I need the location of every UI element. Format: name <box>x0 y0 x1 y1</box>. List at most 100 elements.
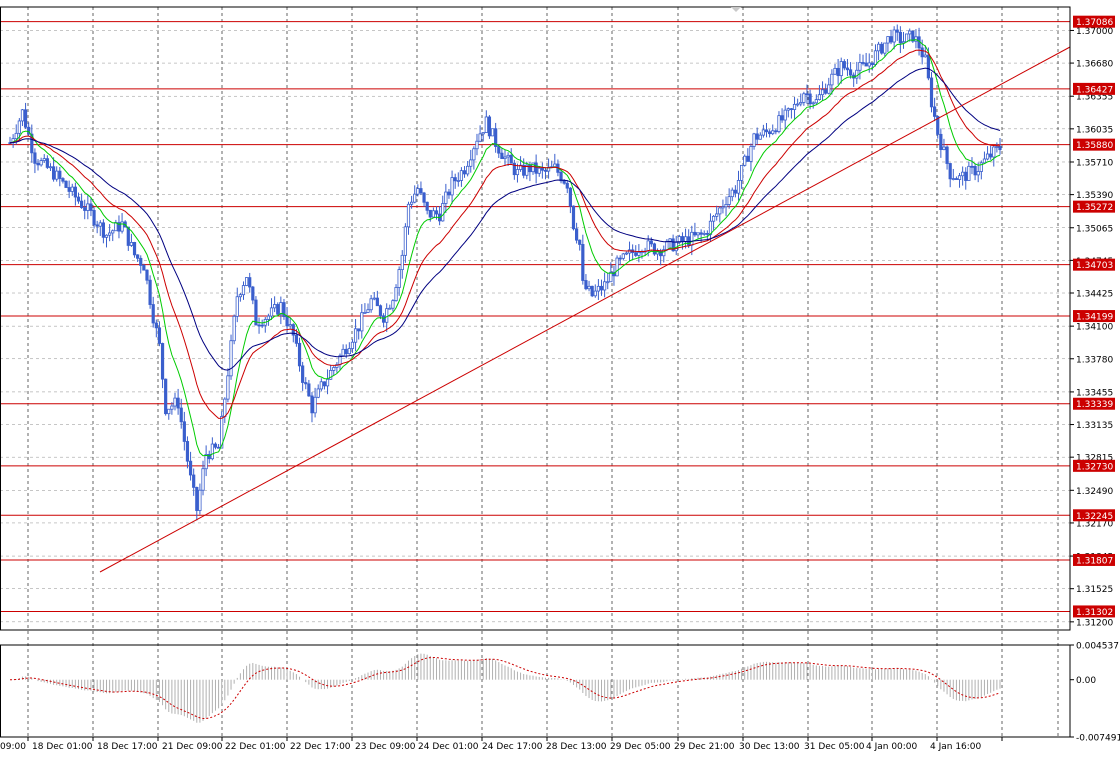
candle-body <box>397 269 401 288</box>
candle-body <box>173 397 177 407</box>
moving-average-green <box>9 39 1001 457</box>
candle-body <box>101 222 105 238</box>
candle-body <box>680 236 685 242</box>
candle-body <box>736 180 741 194</box>
candle-body <box>575 228 579 241</box>
candle-body <box>861 62 865 64</box>
level-labels[interactable]: 1.37086 1.36427 1.35880 1.35272 1.34703 1.341… <box>1073 15 1115 618</box>
candle-body <box>687 236 691 246</box>
candle-body <box>494 128 498 147</box>
level-label: 1.33339 <box>1076 400 1113 410</box>
candle-body <box>164 378 168 415</box>
candle-body <box>901 41 906 44</box>
level-label-box <box>1073 509 1115 522</box>
oscillator-panel: 0.004537 0.00 -0.007491 <box>10 642 1120 744</box>
candle-body <box>23 109 28 128</box>
price-tick-label: 1.36355 <box>1076 93 1113 103</box>
candle-body <box>792 103 797 110</box>
candle-body <box>522 164 526 176</box>
time-tick-label: 4 Jan 00:00 <box>866 742 918 752</box>
candle-body <box>889 36 893 43</box>
candle-body <box>176 397 180 409</box>
candle-body <box>104 234 109 238</box>
candle-body <box>612 271 616 277</box>
candle-body <box>571 205 576 230</box>
candle-body <box>923 54 927 58</box>
candle-body <box>833 67 837 75</box>
level-label-box <box>1073 310 1115 323</box>
candle-body <box>14 132 18 140</box>
candle-body <box>301 365 305 383</box>
price-tick-label: 1.31200 <box>1076 618 1113 628</box>
candle-body <box>381 315 386 323</box>
candle-body <box>848 69 853 76</box>
candle-body <box>375 297 379 307</box>
time-tick-label: 24 Dec 01:00 <box>418 742 479 752</box>
candle-body <box>696 232 700 236</box>
price-tick-label: 1.36035 <box>1076 125 1113 135</box>
candle-body <box>546 166 551 172</box>
candle-body <box>372 297 376 300</box>
candle-body <box>939 133 943 150</box>
candle-body <box>568 187 572 207</box>
candle-body <box>210 443 214 460</box>
level-label: 1.35880 <box>1076 141 1113 151</box>
oscillator-tick-label: 0.004537 <box>1076 642 1119 652</box>
time-tick-label: 28 Dec 13:00 <box>546 742 607 752</box>
candle-body <box>724 204 728 208</box>
candle-body <box>590 285 594 297</box>
candle-body <box>378 305 383 317</box>
candle-body <box>282 302 286 317</box>
candle-body <box>933 106 937 117</box>
candle-body <box>961 171 965 177</box>
candle-body <box>836 67 840 77</box>
candle-body <box>269 307 274 317</box>
candle-body <box>771 130 775 135</box>
candle-body <box>313 396 317 414</box>
candle-body <box>995 146 999 148</box>
oscillator-panel-frame <box>0 644 1071 738</box>
candle-body <box>662 249 666 257</box>
candle-body <box>500 152 504 160</box>
candle-body <box>145 269 149 281</box>
candle-body <box>216 446 221 449</box>
price-tick-label: 1.37000 <box>1076 27 1113 37</box>
candle-body <box>207 454 211 460</box>
candle-body <box>257 324 261 327</box>
candle-body <box>204 454 208 470</box>
candle-body <box>27 126 31 135</box>
candle-body <box>422 192 426 203</box>
candle-body <box>789 108 794 111</box>
candle-body <box>226 375 230 400</box>
candle-body <box>845 67 850 71</box>
candle-body <box>185 441 190 462</box>
candle-body <box>92 210 96 226</box>
candle-body <box>740 164 744 181</box>
candle-body <box>51 166 56 180</box>
candle-body <box>715 213 719 217</box>
candle-body <box>108 232 112 236</box>
price-axis: 1.37000 1.36680 1.36355 1.36035 1.35710 1.353… <box>1070 27 1113 628</box>
candle-body <box>615 257 619 277</box>
time-tick-label: 18 Dec 17:00 <box>97 742 158 752</box>
candle-body <box>876 43 881 52</box>
level-label-box <box>1073 397 1115 410</box>
time-tick-label: 09:00 <box>0 742 26 752</box>
candle-body <box>456 180 460 182</box>
candle-body <box>506 154 510 158</box>
candle-body <box>391 300 395 309</box>
candle-body <box>459 170 464 181</box>
candle-body <box>251 286 255 301</box>
candle-body <box>347 348 351 355</box>
candle-body <box>170 405 174 410</box>
candle-body <box>581 244 585 281</box>
frame <box>0 6 1071 738</box>
candle-body <box>827 84 831 94</box>
candle-body <box>743 155 747 166</box>
level-label: 1.32730 <box>1076 462 1113 472</box>
candle-body <box>466 165 470 175</box>
candle-body <box>20 109 25 122</box>
candle-body <box>319 381 323 390</box>
level-label-box <box>1073 553 1115 566</box>
candle-body <box>624 252 629 255</box>
